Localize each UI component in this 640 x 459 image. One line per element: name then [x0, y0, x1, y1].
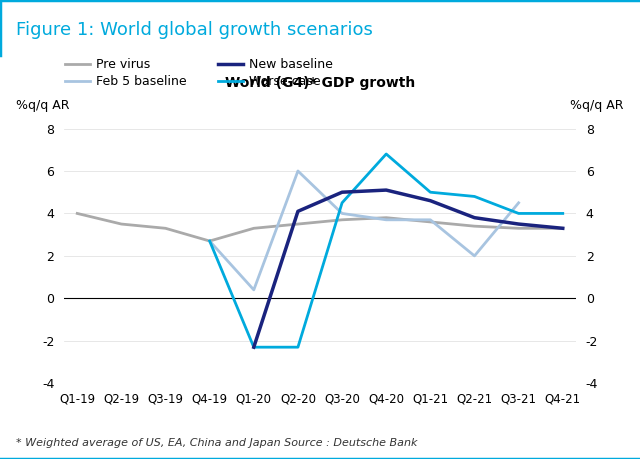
Title: World (G4)* GDP growth: World (G4)* GDP growth — [225, 76, 415, 90]
Text: * Weighted average of US, EA, China and Japan Source : Deutsche Bank: * Weighted average of US, EA, China and … — [16, 437, 417, 448]
Text: %q/q AR: %q/q AR — [16, 100, 70, 112]
Legend: Pre virus, Feb 5 baseline, New baseline, Worse case: Pre virus, Feb 5 baseline, New baseline,… — [60, 53, 339, 93]
Text: %q/q AR: %q/q AR — [570, 100, 624, 112]
Text: Figure 1: World global growth scenarios: Figure 1: World global growth scenarios — [16, 21, 373, 39]
